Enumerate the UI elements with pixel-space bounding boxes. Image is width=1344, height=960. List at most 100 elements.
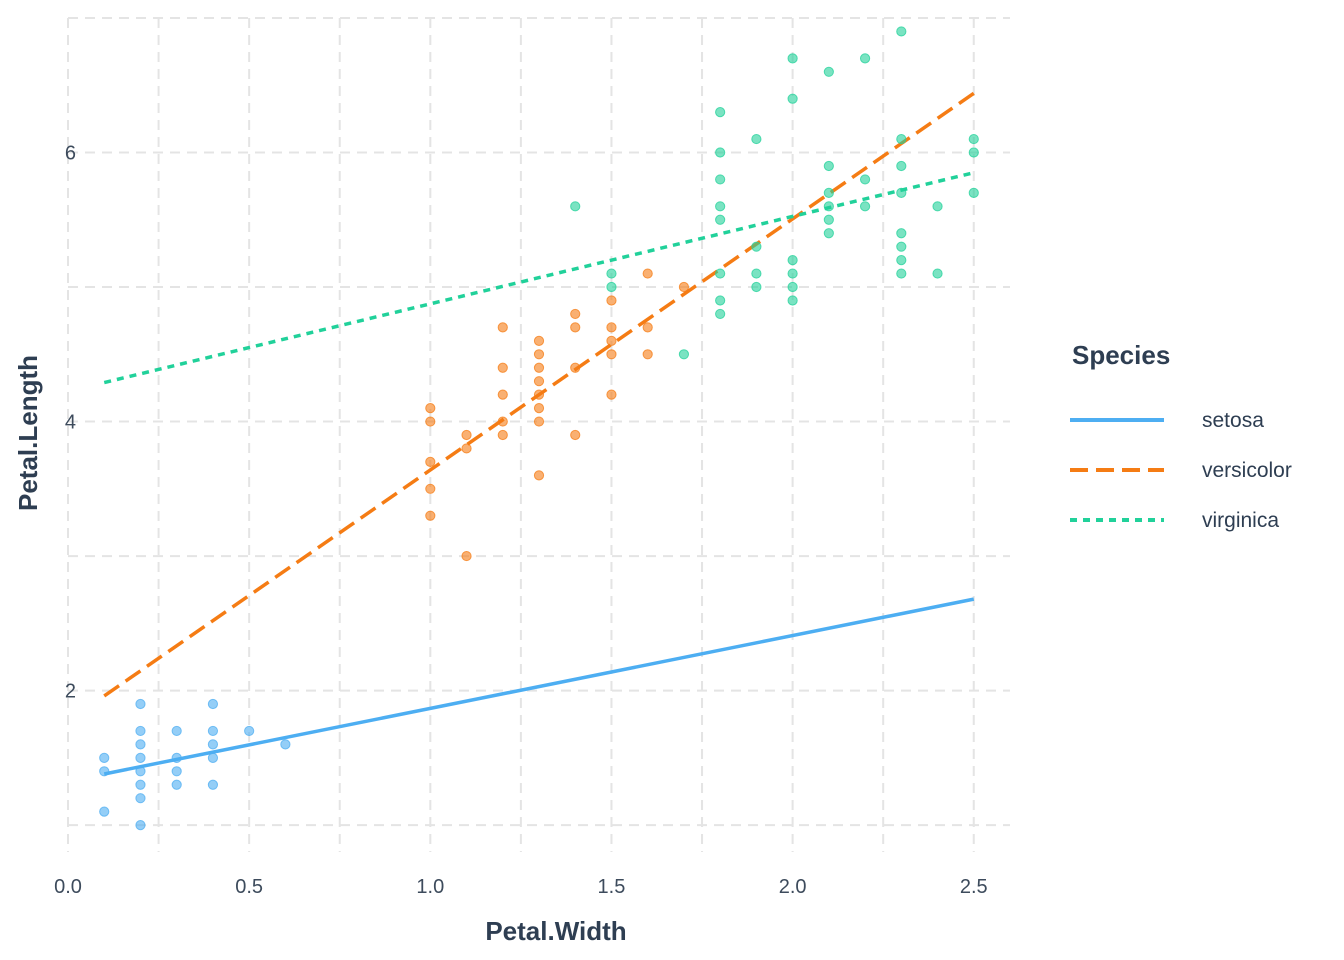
setosa-point xyxy=(135,766,146,777)
virginica-point xyxy=(715,295,726,306)
versicolor-point xyxy=(570,308,581,320)
y-tick-label: 2 xyxy=(65,681,76,703)
versicolor-point xyxy=(533,349,545,360)
y-tick-label: 6 xyxy=(65,143,76,165)
legend-label-setosa: setosa xyxy=(1202,409,1264,432)
virginica-point xyxy=(896,187,907,198)
virginica-point xyxy=(715,107,726,118)
versicolor-point xyxy=(425,402,436,414)
setosa-point xyxy=(99,806,110,817)
virginica-point xyxy=(859,174,871,185)
virginica-point xyxy=(896,255,907,266)
virginica-point xyxy=(859,53,871,64)
virginica-point xyxy=(787,268,798,279)
virginica-point xyxy=(678,349,690,360)
versicolor-point xyxy=(642,268,653,279)
virginica-point xyxy=(715,201,726,212)
virginica-point xyxy=(896,241,907,252)
versicolor-point xyxy=(533,362,545,373)
setosa-point xyxy=(135,725,146,737)
versicolor-point xyxy=(461,429,472,441)
versicolor-point xyxy=(533,376,545,387)
virginica-point xyxy=(823,228,834,239)
x-axis-title: Petal.Width xyxy=(485,916,626,946)
versicolor-point xyxy=(497,416,508,427)
virginica-point xyxy=(751,241,762,252)
setosa-point xyxy=(171,752,182,763)
setosa-point xyxy=(280,739,291,750)
x-tick-label: 0.5 xyxy=(235,876,263,898)
versicolor-point xyxy=(425,456,436,468)
legend-title: Species xyxy=(1072,340,1170,370)
setosa-fit-line xyxy=(103,597,975,776)
grid-layer xyxy=(67,17,1010,852)
setosa-point xyxy=(135,779,146,790)
virginica-point xyxy=(787,295,798,306)
legend-label-virginica: virginica xyxy=(1202,509,1279,532)
virginica-point xyxy=(787,255,798,266)
virginica-point xyxy=(896,133,907,145)
virginica-point xyxy=(715,214,726,225)
versicolor-point xyxy=(497,322,508,333)
virginica-point xyxy=(715,147,726,158)
versicolor-point xyxy=(497,362,508,373)
virginica-point xyxy=(823,214,834,225)
virginica-point xyxy=(787,53,798,64)
x-tick-label: 0.0 xyxy=(54,876,82,898)
virginica-point xyxy=(751,133,762,145)
virginica-point xyxy=(715,174,726,185)
versicolor-point xyxy=(606,335,617,346)
versicolor-point xyxy=(497,429,508,441)
virginica-point xyxy=(823,187,834,198)
virginica-point xyxy=(932,268,943,279)
tick-labels-layer: 0.0 0.5 1.0 1.5 2.0 2.5 2 4 6 xyxy=(54,143,988,898)
versicolor-point xyxy=(461,443,472,454)
virginica-point xyxy=(751,281,762,293)
versicolor-point xyxy=(425,510,436,521)
virginica-point xyxy=(751,268,762,279)
versicolor-point xyxy=(497,389,508,400)
virginica-point xyxy=(606,268,617,279)
y-tick-label: 4 xyxy=(65,412,76,434)
setosa-point xyxy=(207,779,219,790)
virginica-point xyxy=(715,308,726,320)
virginica-point xyxy=(932,201,943,212)
legend-items: setosa versicolor virginica xyxy=(1070,409,1292,532)
y-axis-title: Petal.Length xyxy=(13,355,43,511)
setosa-point xyxy=(244,725,255,737)
x-tick-label: 2.5 xyxy=(960,876,988,898)
versicolor-point xyxy=(606,322,617,333)
virginica-point xyxy=(859,201,871,212)
versicolor-point xyxy=(642,322,653,333)
virginica-point xyxy=(570,201,581,212)
versicolor-point xyxy=(533,470,545,481)
virginica-point xyxy=(968,187,979,198)
setosa-point xyxy=(207,698,219,710)
setosa-point xyxy=(171,766,182,777)
virginica-point xyxy=(823,160,834,172)
versicolor-point xyxy=(570,362,581,373)
setosa-point xyxy=(171,725,182,737)
virginica-point xyxy=(823,201,834,212)
setosa-point xyxy=(135,819,146,831)
setosa-point xyxy=(171,779,182,790)
legend: Species setosa versicolor virginica xyxy=(1070,340,1292,532)
versicolor-point xyxy=(642,349,653,360)
versicolor-point xyxy=(533,402,545,414)
x-tick-label: 1.0 xyxy=(416,876,444,898)
virginica-point xyxy=(606,281,617,293)
versicolor-point xyxy=(533,335,545,346)
legend-label-versicolor: versicolor xyxy=(1202,459,1292,482)
versicolor-point xyxy=(606,389,617,400)
x-tick-label: 2.0 xyxy=(779,876,807,898)
virginica-point xyxy=(896,228,907,239)
versicolor-point xyxy=(570,429,581,441)
virginica-point xyxy=(823,66,834,77)
fit-lines-layer xyxy=(103,91,975,776)
virginica-point xyxy=(896,160,907,172)
virginica-point xyxy=(787,93,798,104)
versicolor-point xyxy=(570,322,581,333)
versicolor-point xyxy=(533,389,545,400)
setosa-point xyxy=(99,752,110,763)
